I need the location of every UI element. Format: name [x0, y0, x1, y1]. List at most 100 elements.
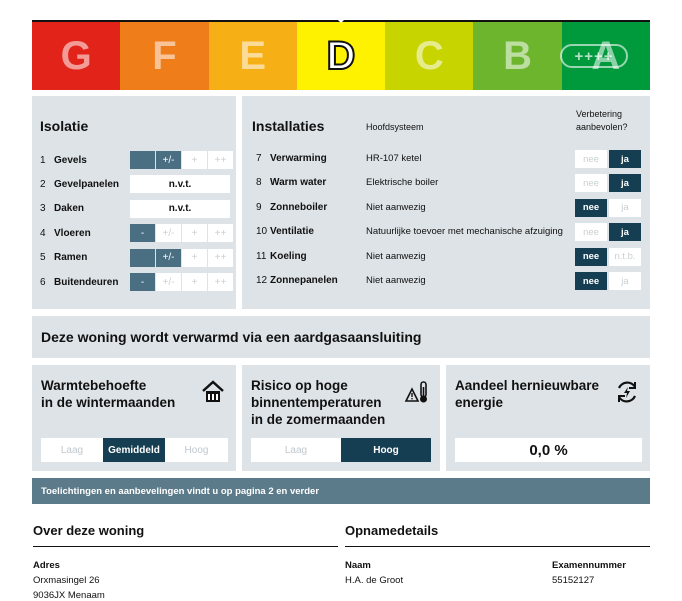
row-system: Niet aanwezig	[366, 201, 426, 213]
hernieuwbare-value: 0,0 %	[455, 438, 642, 462]
row-system: Niet aanwezig	[366, 250, 426, 262]
risico-title-line1: Risico op hoge	[251, 378, 348, 393]
row-label: Koeling	[270, 250, 307, 262]
energy-class-b: B	[473, 22, 562, 90]
hoofdsysteem-header: Hoofdsysteem	[366, 122, 424, 132]
row-label: Gevelpanelen	[54, 178, 120, 190]
scale-option: ++	[208, 151, 233, 169]
scale-option: +	[182, 248, 207, 267]
isolatie-panel: Isolatie 1 Gevels +/- + ++ 2 Gevelpanelen n.v.t…	[32, 96, 236, 309]
over-woning-divider	[33, 546, 338, 547]
installatie-row: 7 Verwarming HR-107 ketel nee ja	[242, 150, 650, 168]
scale-option: +/-	[156, 248, 181, 267]
row-system: Elektrische boiler	[366, 177, 439, 189]
ja-option: ja	[609, 174, 641, 193]
row-label: Ventilatie	[270, 226, 314, 238]
installaties-panel: Installaties Hoofdsysteem Verbetering aa…	[242, 96, 650, 309]
ja-option: ja	[609, 198, 641, 217]
row-label: Zonnepanelen	[270, 275, 338, 286]
naam-value: H.A. de Groot	[345, 575, 404, 586]
row-label: Gevels	[54, 154, 87, 166]
row-number: 4	[40, 227, 46, 239]
isolatie-row: 3 Daken n.v.t.	[32, 199, 230, 218]
over-woning-title: Over deze woning	[33, 523, 145, 538]
energy-label-bar: G F E D C B A ++++	[32, 22, 650, 90]
examennummer-value: 55152127	[552, 575, 595, 586]
verbetering-header-line1: Verbetering	[576, 109, 623, 119]
row-number: 1	[40, 154, 46, 166]
row-number: 12	[256, 275, 268, 286]
scale-option: +	[182, 151, 207, 169]
examennummer-label: Examennummer	[552, 560, 626, 571]
scale-option	[130, 248, 155, 267]
risico-option: Hoog	[341, 438, 431, 462]
nee-option: nee	[575, 272, 607, 290]
nee-option: nee	[575, 174, 607, 193]
verbetering-header-line2: aanbevolen?	[576, 122, 628, 132]
row-label: Vloeren	[54, 227, 91, 239]
installaties-title: Installaties	[252, 118, 325, 134]
nee-option: nee	[575, 198, 607, 217]
row-label: Verwarming	[270, 153, 327, 164]
energy-class-g: G	[32, 22, 121, 90]
energy-class-a: A	[561, 22, 650, 90]
house-heating-icon	[202, 380, 224, 402]
risico-title: Risico op hoge binnentemperaturen in de …	[251, 377, 385, 428]
hernieuwbare-energie-panel: Aandeel hernieuwbare energie 0,0 %	[446, 365, 650, 471]
installatie-row: 9 Zonneboiler Niet aanwezig nee ja	[242, 198, 650, 217]
hernieuwbare-title-line2: energie	[455, 395, 504, 410]
warmte-option: Laag	[41, 438, 103, 462]
row-number: 8	[256, 177, 262, 189]
row-label: Zonneboiler	[270, 201, 328, 213]
isolatie-scale: - +/- + ++	[130, 273, 234, 291]
row-system: Niet aanwezig	[366, 275, 426, 286]
row-label: Buitendeuren	[54, 276, 119, 288]
row-number: 5	[40, 252, 46, 264]
verbetering-header: Verbetering aanbevolen?	[576, 108, 628, 134]
isolatie-row: 4 Vloeren - +/- + ++	[32, 224, 233, 243]
row-label: Ramen	[54, 252, 88, 264]
warmte-option: Hoog	[165, 438, 228, 462]
ja-option: ja	[609, 150, 641, 168]
renewable-energy-icon	[617, 381, 637, 403]
nee-option: nee	[575, 223, 607, 242]
energy-class-e: E	[208, 22, 297, 90]
adres-line2: 9036JX Menaam	[33, 590, 105, 601]
scale-option: ++	[208, 273, 233, 291]
opnamedetails-divider	[345, 546, 650, 547]
row-number: 9	[256, 201, 262, 213]
row-number: 6	[40, 276, 46, 288]
scale-option	[130, 151, 155, 169]
scale-option: +	[182, 273, 207, 291]
a-plus-pill: ++++	[560, 44, 628, 68]
risico-title-line3: in de zomermaanden	[251, 412, 386, 427]
isolatie-scale: - +/- + ++	[130, 224, 234, 243]
row-number: 7	[256, 153, 262, 164]
isolatie-row: 2 Gevelpanelen n.v.t.	[32, 175, 230, 194]
scale-option: ++	[208, 224, 233, 243]
warmtebehoefte-title-line1: Warmtebehoefte	[41, 378, 147, 393]
row-label: Warm water	[270, 177, 327, 189]
isolatie-scale: +/- + ++	[130, 151, 234, 169]
energy-class-d: D	[296, 22, 386, 90]
installatie-row: 11 Koeling Niet aanwezig nee n.t.b.	[242, 247, 650, 266]
ja-option: ja	[609, 223, 641, 242]
scale-option: -	[130, 224, 155, 243]
row-label: Daken	[54, 203, 85, 215]
warmtebehoefte-title: Warmtebehoefte in de wintermaanden	[41, 377, 175, 411]
opnamedetails-title: Opnamedetails	[345, 523, 439, 538]
warmtebehoefte-scale: Laag Gemiddeld Hoog	[41, 438, 228, 462]
row-system: HR-107 ketel	[366, 153, 422, 164]
isolatie-row: 5 Ramen +/- + ++	[32, 248, 233, 267]
warmtebehoefte-title-line2: in de wintermaanden	[41, 395, 176, 410]
adres-line1: Orxmasingel 26	[33, 575, 100, 586]
risico-option: Laag	[251, 438, 341, 462]
adres-label: Adres	[33, 560, 60, 571]
info-banner: Toelichtingen en aanbevelingen vindt u o…	[32, 478, 650, 504]
installatie-row: 10 Ventilatie Natuurlijke toevoer met mech…	[242, 223, 650, 242]
energy-class-f: F	[120, 22, 209, 90]
scale-option: -	[130, 273, 155, 291]
isolatie-scale: +/- + ++	[130, 248, 234, 267]
row-number: 11	[256, 250, 267, 262]
isolatie-row: 1 Gevels +/- + ++	[32, 151, 233, 169]
